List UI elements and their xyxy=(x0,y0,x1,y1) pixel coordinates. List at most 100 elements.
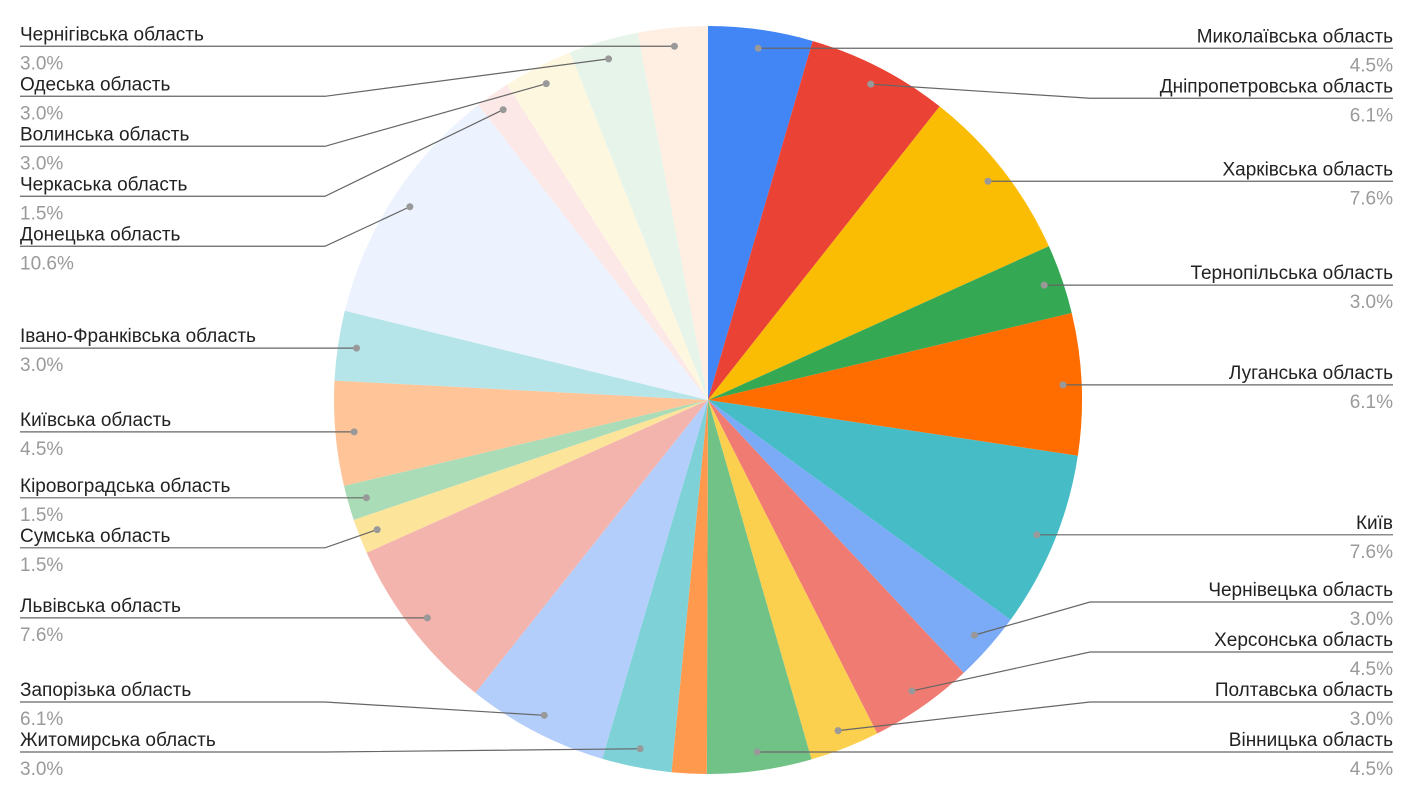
slice-label: Львівська область xyxy=(20,596,181,617)
slice-value-label: 10.6% xyxy=(20,253,74,274)
leader-line xyxy=(974,601,1393,636)
pie-slice xyxy=(334,380,708,486)
slice-label: Одеська область xyxy=(20,74,170,95)
slice-value-label: 7.6% xyxy=(1350,188,1393,209)
pie-slice xyxy=(708,40,940,401)
slice-value-label: 3.0% xyxy=(20,53,63,74)
slice-value-label: 3.0% xyxy=(1350,609,1393,630)
pie-slice xyxy=(366,400,708,693)
slice-label: Донецька область xyxy=(20,224,181,245)
pie-slice xyxy=(708,400,964,734)
leader-dot xyxy=(499,106,507,114)
slice-label: Сумська область xyxy=(20,526,170,547)
slice-value-label: 3.0% xyxy=(20,355,63,376)
slice-value-label: 6.1% xyxy=(20,709,63,730)
slice-label: Чернігівська область xyxy=(20,24,204,45)
pie-slice xyxy=(708,26,813,400)
slice-value-label: 4.5% xyxy=(1350,759,1393,780)
pie-slice xyxy=(671,400,708,774)
pie-slice xyxy=(569,32,708,401)
slice-label: Тернопільська область xyxy=(1190,263,1393,284)
pie-slice xyxy=(708,246,1072,400)
slice-value-label: 4.5% xyxy=(1350,659,1393,680)
pie-slice xyxy=(475,400,708,759)
leader-line xyxy=(20,206,411,247)
leader-dot xyxy=(362,494,370,502)
leader-dot xyxy=(373,526,381,534)
leader-line xyxy=(838,701,1393,732)
pie-slice xyxy=(507,52,708,401)
leader-dot xyxy=(542,80,550,88)
leader-dot xyxy=(670,42,678,50)
slice-label: Кіровоградська область xyxy=(20,476,230,497)
slice-value-label: 3.0% xyxy=(20,103,63,124)
slice-label: Чернівецька область xyxy=(1208,580,1393,601)
slice-label: Запорізька область xyxy=(20,680,191,701)
pie-slice xyxy=(708,400,878,760)
slice-value-label: 1.5% xyxy=(20,505,63,526)
pie-slice xyxy=(708,400,1078,620)
pie-slice xyxy=(343,400,708,520)
leader-dot xyxy=(1059,381,1067,389)
leader-dot xyxy=(1033,531,1041,539)
leader-dot xyxy=(540,711,548,719)
pie-slice xyxy=(344,104,708,401)
slices xyxy=(334,26,1082,775)
leader-dot xyxy=(984,177,992,185)
leader-dot xyxy=(834,727,842,735)
slice-label: Дніпропетровська область xyxy=(1160,76,1393,97)
slice-value-label: 4.5% xyxy=(20,439,63,460)
slice-label: Волинська область xyxy=(20,124,189,145)
leader-line xyxy=(20,529,378,549)
leader-dot xyxy=(1040,281,1048,289)
leader-dot xyxy=(636,745,644,753)
leader-dot xyxy=(867,80,875,88)
slice-label: Київська область xyxy=(20,410,171,431)
slice-value-label: 3.0% xyxy=(1350,709,1393,730)
leader-dot xyxy=(406,203,414,211)
pie-slice xyxy=(637,26,708,400)
leader-line xyxy=(20,109,504,197)
pie-slice xyxy=(353,400,708,553)
slice-value-label: 1.5% xyxy=(20,555,63,576)
slice-label: Полтавська область xyxy=(1215,680,1393,701)
slice-label: Луганська область xyxy=(1229,363,1393,384)
leader-dot xyxy=(970,631,978,639)
slice-value-label: 6.1% xyxy=(1350,392,1393,413)
leader-line xyxy=(911,651,1393,692)
leader-line xyxy=(870,83,1393,99)
leader-line xyxy=(20,748,641,753)
slice-label: Житомирська область xyxy=(20,730,216,751)
leader-dot xyxy=(754,44,762,52)
slice-label: Миколаївська область xyxy=(1197,26,1393,47)
slice-label: Вінницька область xyxy=(1229,730,1393,751)
leader-dot xyxy=(350,428,358,436)
slice-value-label: 6.1% xyxy=(1350,105,1393,126)
slice-value-label: 3.0% xyxy=(20,759,63,780)
slice-label: Київ xyxy=(1356,513,1393,534)
leader-dot xyxy=(605,55,613,63)
leader-dot xyxy=(908,687,916,695)
slice-value-label: 7.6% xyxy=(1350,542,1393,563)
slice-value-label: 7.6% xyxy=(20,625,63,646)
slice-label: Херсонська область xyxy=(1214,630,1393,651)
pie-slice xyxy=(334,310,708,400)
pie-slice xyxy=(602,400,708,773)
slice-label: Харківська область xyxy=(1222,159,1393,180)
slice-value-label: 1.5% xyxy=(20,203,63,224)
pie-slice xyxy=(478,84,708,400)
slice-label: Черкаська область xyxy=(20,174,188,195)
slice-value-label: 3.0% xyxy=(1350,292,1393,313)
slice-label: Івано-Франківська область xyxy=(20,326,256,347)
slice-value-label: 4.5% xyxy=(1350,55,1393,76)
pie-slice xyxy=(708,313,1082,456)
slice-value-label: 3.0% xyxy=(20,153,63,174)
leader-line xyxy=(20,701,545,716)
leader-dot xyxy=(353,344,361,352)
pie-slice xyxy=(708,400,1011,673)
leader-line xyxy=(20,83,547,147)
leader-dot xyxy=(753,748,761,756)
leader-line xyxy=(20,58,609,97)
pie-slice xyxy=(706,400,812,775)
